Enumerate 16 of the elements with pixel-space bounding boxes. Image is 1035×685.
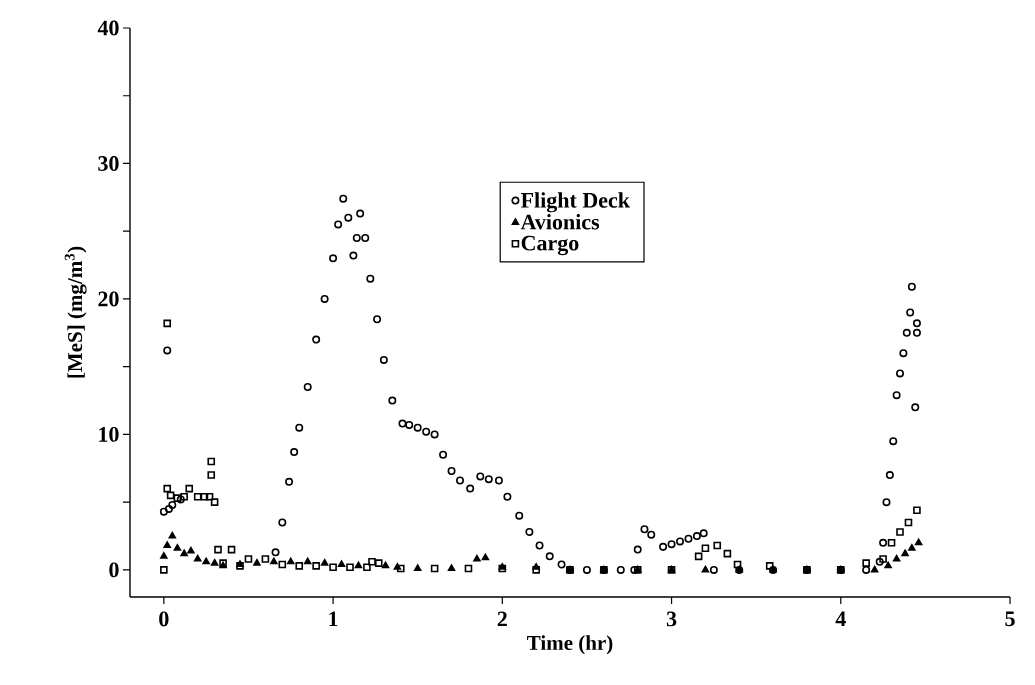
legend-label: Cargo [521,235,579,256]
x-tick-label: 2 [497,611,507,627]
legend-label: Avionics [520,214,600,230]
legend-label: Flight Deck [520,192,630,213]
y-tick-label: 20 [98,291,119,307]
y-tick-label: 10 [99,427,119,442]
x-axis-title: Time (hr) [527,635,613,655]
x-tick-label: 4 [835,611,846,627]
x-tick-label: 0 [159,611,169,627]
x-tick-label: 5 [1005,611,1015,627]
y-tick-label: 0 [109,562,119,578]
x-tick-label: 1 [329,611,338,627]
y-axis-title: [MeS] (mg/m$^{3}$) [64,246,87,378]
y-tick-label: 30 [98,156,119,171]
y-tick-label: 40 [97,20,119,36]
x-tick-label: 3 [666,611,677,627]
